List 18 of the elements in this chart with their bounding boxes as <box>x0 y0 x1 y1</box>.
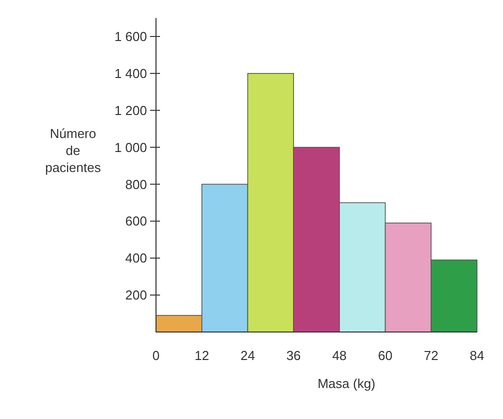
y-tick-label: 400 <box>125 250 147 266</box>
x-tick-label: 84 <box>470 348 484 363</box>
y-tick-label: 1 600 <box>114 29 147 44</box>
x-tick-label: 60 <box>378 348 393 363</box>
y-tick-label: 1 200 <box>114 102 147 118</box>
x-axis-title: Masa (kg) <box>318 376 376 391</box>
x-tick-label: 36 <box>286 348 301 363</box>
y-axis-title: Número de pacientes <box>45 126 102 175</box>
y-tick-label: 800 <box>125 176 147 192</box>
x-tick-label: 72 <box>424 348 438 363</box>
x-tick-label: 48 <box>332 348 347 363</box>
x-tick-label: 24 <box>240 348 255 363</box>
y-tick-label: 1 400 <box>114 66 147 81</box>
x-tick-label: 0 <box>152 348 160 363</box>
x-tick-label: 12 <box>194 348 210 363</box>
y-tick-label: 200 <box>125 288 147 303</box>
y-tick-label: 600 <box>125 214 147 229</box>
y-tick-label: 1 000 <box>114 140 147 155</box>
